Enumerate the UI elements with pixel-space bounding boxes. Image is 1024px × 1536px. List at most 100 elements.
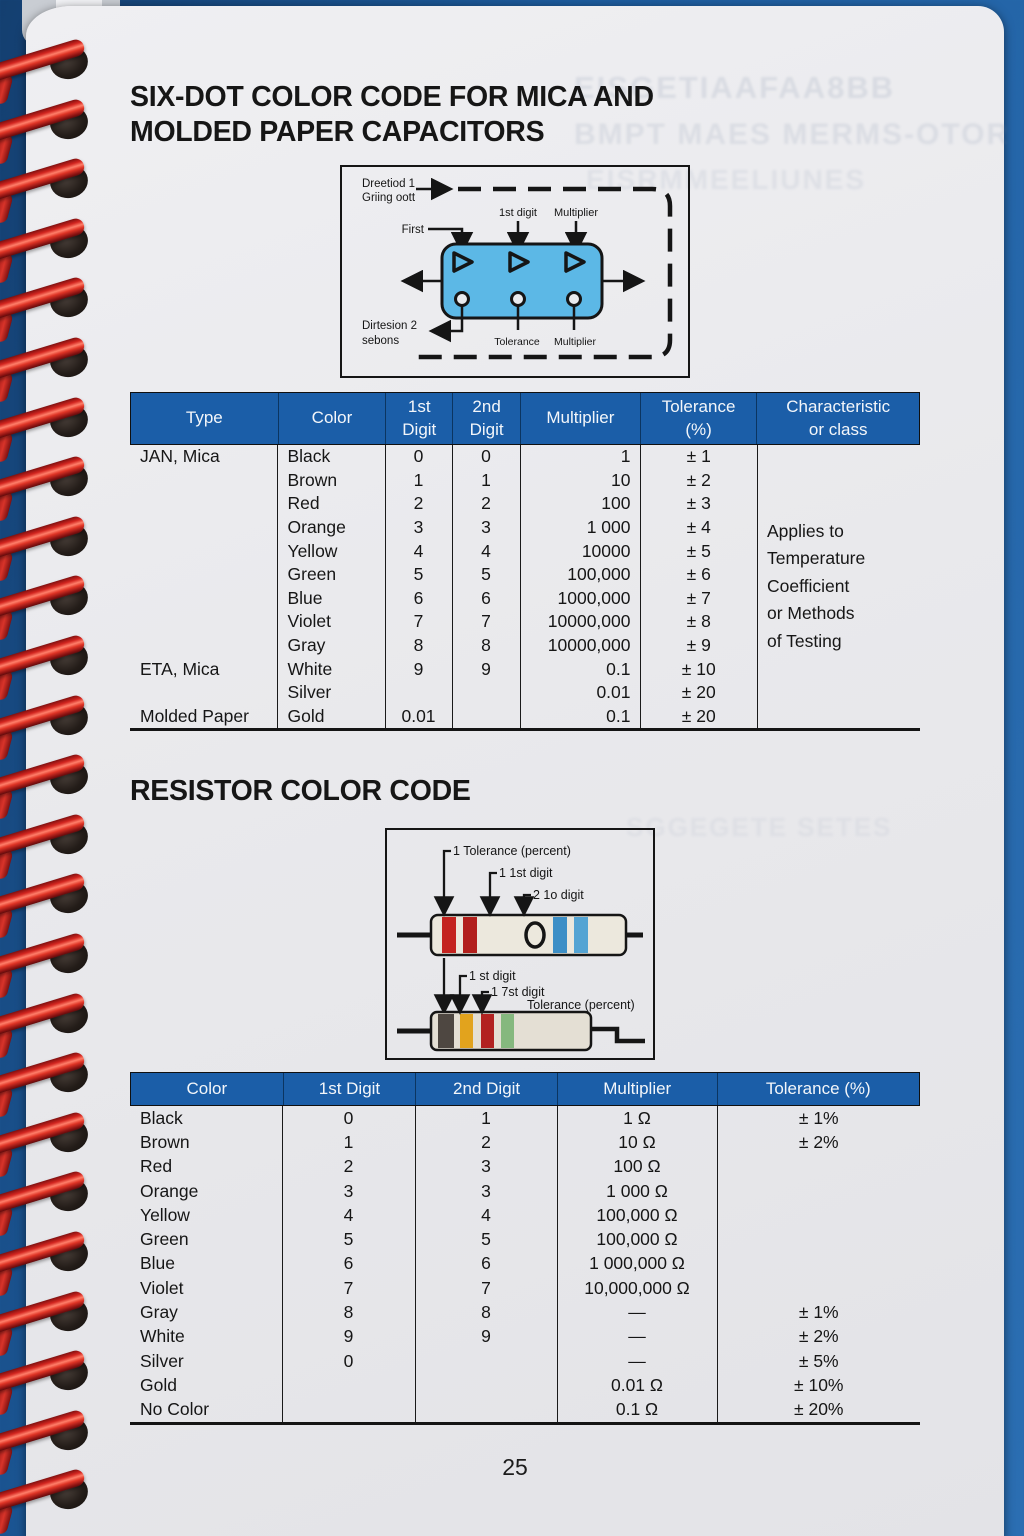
column-header: 1st Digit xyxy=(282,1073,416,1105)
cell-d2 xyxy=(451,680,520,705)
cell-tol: ± 4 xyxy=(639,515,757,540)
table-row: JAN, Mica Black 0 0 1 ± 1 xyxy=(130,445,757,469)
cell-d2: 3 xyxy=(414,1154,557,1179)
table-row: Blue 6 6 1000,000 ± 7 xyxy=(130,586,757,611)
cell-tol: ± 5 xyxy=(639,539,757,563)
cell-d1: 0 xyxy=(281,1348,415,1374)
resistor-diagram-svg: 1 Tolerance (percent) 1 1st digit 2 1o d… xyxy=(397,844,645,1052)
cell-color: White xyxy=(140,1326,185,1347)
cell-d2: 4 xyxy=(451,539,520,563)
cell-d1: 1 xyxy=(384,468,452,493)
table-row: Red 2 3 100 Ω xyxy=(130,1154,920,1179)
cell-d2: 8 xyxy=(451,633,520,658)
capacitor-color-table: Type Color 1st Digit 2nd Digit Multiplie… xyxy=(130,392,920,732)
dashed-reading-path xyxy=(418,186,673,360)
reading-label-line2: Griing oott xyxy=(362,192,416,204)
table-row: Brown 1 1 10 ± 2 xyxy=(130,468,757,493)
spiral-coil xyxy=(0,693,130,762)
cell-mult: — xyxy=(556,1348,717,1374)
cell-d1 xyxy=(281,1373,415,1398)
spiral-coil xyxy=(0,514,130,583)
column-header: Tolerance (%) xyxy=(716,1073,919,1105)
column-header: 2nd Digit xyxy=(452,393,520,444)
resistor-body xyxy=(429,913,628,957)
lead-right xyxy=(591,1026,645,1044)
cell-d2: 6 xyxy=(414,1251,557,1277)
column-header: 1st Digit xyxy=(385,393,452,444)
cell-d1: 8 xyxy=(384,633,452,658)
cell-mult: 1 000 Ω xyxy=(556,1178,717,1204)
show-through-text: BMPT MAES MERMS-OTOR xyxy=(574,118,1011,151)
band-blue xyxy=(574,917,588,953)
page-number: 25 xyxy=(502,1454,528,1480)
cell-d1: 4 xyxy=(384,539,452,563)
table-body: JAN, Mica Black 0 0 1 ± 1 Brown 1 1 10 ± 2 Red 2 2 100… xyxy=(130,445,920,732)
cell-d2: 2 xyxy=(414,1130,557,1155)
table-row: Violet 7 7 10000,000 ± 8 xyxy=(130,610,757,634)
spiral-coil xyxy=(0,37,130,106)
column-header: Characteristic or class xyxy=(756,393,919,444)
cell-tol: ± 10% xyxy=(716,1373,920,1398)
top-tolerance-pointer xyxy=(433,849,455,917)
table-row: Red 2 2 100 ± 3 xyxy=(130,492,757,516)
spiral-coil xyxy=(0,1050,130,1119)
spiral-coil xyxy=(0,1408,130,1477)
bottom-tolerance-label: Tolerance (percent) xyxy=(527,998,635,1012)
cell-d2 xyxy=(414,1397,557,1422)
cell-d1: 5 xyxy=(281,1227,415,1252)
reading-label-line1: Dreetiod 1 xyxy=(362,178,415,190)
cell-d2: 6 xyxy=(451,586,520,611)
cell-type xyxy=(130,516,277,540)
top-second-digit-pointer xyxy=(513,893,535,917)
table-header-row: Color 1st Digit 2nd Digit Multiplier Tol… xyxy=(130,1072,920,1106)
cell-color: Silver xyxy=(140,1350,184,1371)
cell-tol: ± 10 xyxy=(639,657,757,681)
cell-d2 xyxy=(414,1348,557,1374)
multiplier-top-label: Multiplier xyxy=(554,207,598,219)
cell-mult: 1000,000 xyxy=(519,586,640,611)
bottom-first-digit-pointer xyxy=(449,974,471,1015)
cell-mult: 0.1 xyxy=(519,657,640,681)
cell-tol: ± 1 xyxy=(639,445,757,469)
cell-d1: 9 xyxy=(384,657,452,681)
table-row: No Color 0.1 Ω ± 20% xyxy=(130,1397,920,1422)
cell-color: Gray xyxy=(140,1302,178,1323)
cell-mult: 0.1 Ω xyxy=(556,1397,717,1422)
column-header: 2nd Digit xyxy=(415,1073,557,1105)
column-header: Multiplier xyxy=(556,1073,717,1105)
column-header: Multiplier xyxy=(520,393,640,444)
cell-d1: 2 xyxy=(384,492,452,516)
bottom-first-digit-label: 1 st digit xyxy=(469,969,516,983)
cell-d1: 3 xyxy=(281,1178,415,1204)
first-digit-label: 1st digit xyxy=(499,207,537,219)
show-through-text: EISGETIAAFAA8BB xyxy=(574,70,896,105)
spiral-coil xyxy=(0,335,130,404)
spiral-coil xyxy=(0,1467,130,1536)
cell-mult: 100,000 Ω xyxy=(556,1227,717,1252)
spiral-coil xyxy=(0,275,130,344)
cell-d2: 7 xyxy=(414,1276,557,1301)
cell-d2: 7 xyxy=(451,610,520,634)
spiral-coil xyxy=(0,991,130,1060)
table-row: Gold 0.01 Ω ± 10% xyxy=(130,1373,920,1398)
cell-d2 xyxy=(451,704,520,729)
top-tolerance-label: 1 Tolerance (percent) xyxy=(453,844,571,858)
spiral-coil xyxy=(0,1348,130,1417)
cell-d1: 7 xyxy=(384,610,452,634)
dot-circle-icon xyxy=(454,291,470,307)
cell-tol xyxy=(716,1178,920,1204)
cell-color: Gold xyxy=(276,704,385,729)
cell-color: Violet xyxy=(276,610,385,634)
spiral-coil xyxy=(0,573,130,642)
cell-tol: ± 1% xyxy=(716,1300,920,1325)
spiral-coil xyxy=(0,216,130,285)
spiral-coil xyxy=(0,1110,130,1179)
table-row: Black 0 1 1 Ω ± 1% xyxy=(130,1106,920,1131)
cell-d1: 2 xyxy=(281,1154,415,1179)
cell-d2: 4 xyxy=(414,1203,557,1228)
table-row: Green 5 5 100,000 Ω xyxy=(130,1227,920,1252)
multiplier-bottom-label: Multiplier xyxy=(554,336,597,348)
cell-d1 xyxy=(384,680,452,705)
table-row: Silver 0 — ± 5% xyxy=(130,1348,920,1374)
table-row: Yellow 4 4 100,000 Ω xyxy=(130,1203,920,1228)
